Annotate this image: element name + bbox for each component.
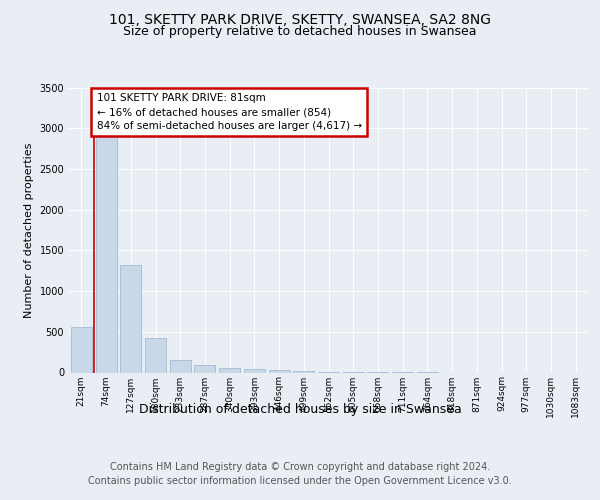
Text: 101, SKETTY PARK DRIVE, SKETTY, SWANSEA, SA2 8NG: 101, SKETTY PARK DRIVE, SKETTY, SWANSEA,… xyxy=(109,12,491,26)
Bar xyxy=(194,365,215,372)
Y-axis label: Number of detached properties: Number of detached properties xyxy=(24,142,34,318)
Text: Size of property relative to detached houses in Swansea: Size of property relative to detached ho… xyxy=(123,25,477,38)
Bar xyxy=(71,327,92,372)
Text: Distribution of detached houses by size in Swansea: Distribution of detached houses by size … xyxy=(139,402,461,415)
Text: Contains HM Land Registry data © Crown copyright and database right 2024.: Contains HM Land Registry data © Crown c… xyxy=(110,462,490,472)
Bar xyxy=(244,369,265,372)
Bar xyxy=(219,368,240,372)
Text: Contains public sector information licensed under the Open Government Licence v3: Contains public sector information licen… xyxy=(88,476,512,486)
Bar xyxy=(120,265,141,372)
Text: 101 SKETTY PARK DRIVE: 81sqm
← 16% of detached houses are smaller (854)
84% of s: 101 SKETTY PARK DRIVE: 81sqm ← 16% of de… xyxy=(97,93,362,131)
Bar xyxy=(170,360,191,372)
Bar xyxy=(269,370,290,372)
Bar xyxy=(293,371,314,372)
Bar xyxy=(145,338,166,372)
Bar xyxy=(95,132,116,372)
